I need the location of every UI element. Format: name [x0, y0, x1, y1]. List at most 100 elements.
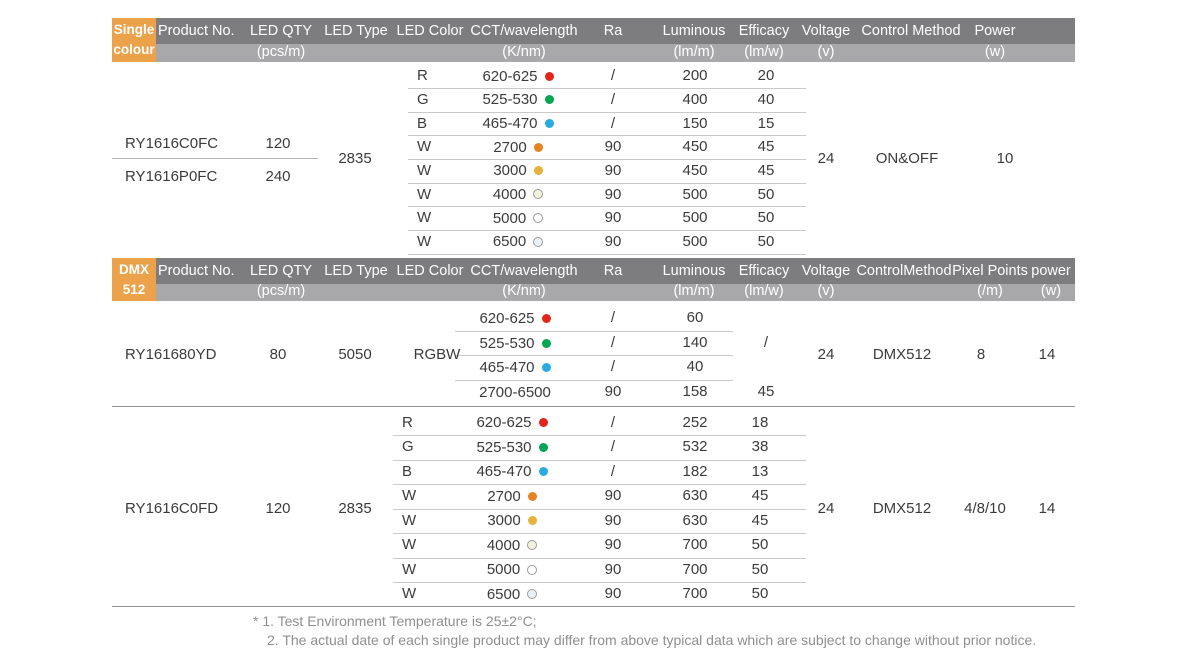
header-voltage-unit: (v): [817, 283, 835, 299]
cct-value: 4000: [492, 185, 527, 203]
cct-cell: 620-625: [445, 306, 585, 331]
ra-value: 90: [604, 487, 622, 504]
efficacy-value: 50: [757, 232, 775, 250]
header-luminous: Luminous: [662, 23, 726, 39]
cct-value: 3000: [493, 162, 527, 180]
header-cct-wavelength-unit: (K/nm): [502, 283, 546, 299]
cct-cell: 465-470: [442, 460, 582, 485]
luminous-value: 500: [682, 185, 708, 203]
header-pixel-points-unit: (/m): [977, 283, 1003, 299]
led-color-value: W: [402, 511, 417, 529]
red-dot-icon: [538, 418, 548, 428]
luminous-value: 40: [686, 358, 704, 376]
cct-cell: 620-625: [448, 64, 588, 88]
ra-value: 90: [604, 232, 622, 250]
header-power-unit: (w): [1040, 283, 1062, 299]
ra-value: 90: [604, 536, 622, 553]
footnote-line-2: 2. The actual date of each single produc…: [267, 632, 1037, 648]
led-qty-value: 240: [265, 167, 291, 185]
efficacy-value: 18: [751, 413, 769, 431]
luminous-value: 532: [682, 438, 708, 455]
led-type-value: 2835: [338, 499, 372, 517]
green-dot-icon: [544, 95, 554, 105]
cct-cell: 2700: [448, 135, 588, 159]
header-band-light: [112, 284, 1075, 301]
row-separator: [408, 111, 806, 113]
efficacy-value: 38: [751, 438, 769, 455]
efficacy-value: 45: [757, 138, 775, 156]
amber-dot-icon: [527, 516, 537, 526]
ra-value: /: [610, 90, 616, 108]
row-separator: [408, 182, 806, 184]
row-separator: [408, 206, 806, 208]
power-value: 14: [1038, 346, 1056, 363]
row-separator: [393, 435, 806, 436]
luminous-value: 630: [682, 487, 708, 504]
voltage-value: 24: [817, 346, 835, 363]
efficacy-value: 50: [751, 536, 769, 553]
table-bottom-line: [112, 606, 1075, 607]
efficacy-value: 45: [757, 161, 775, 179]
luminous-value: 252: [682, 413, 708, 431]
cct-value: 2700-6500: [479, 383, 551, 401]
cw4000-dot-icon: [533, 189, 544, 200]
led-color-value: W: [417, 185, 432, 203]
row-separator: [408, 135, 806, 137]
header-luminous-unit: (lm/m): [673, 283, 715, 299]
ra-value: /: [610, 114, 616, 132]
ra-value: 90: [604, 383, 622, 401]
control-method-value: ON&OFF: [875, 150, 939, 168]
row-separator: [393, 459, 806, 461]
header-led-qty: LED QTY: [249, 23, 313, 39]
ra-value: 90: [604, 585, 622, 602]
luminous-value: 450: [682, 138, 708, 156]
efficacy-value: 50: [751, 560, 769, 578]
efficacy-value: 20: [757, 67, 775, 85]
luminous-value: 630: [682, 511, 708, 529]
header-voltage: Voltage: [801, 263, 851, 279]
cct-cell: 465-470: [445, 355, 585, 380]
led-color-value: W: [417, 209, 432, 227]
header-product-no-: Product No.: [158, 263, 235, 279]
cct-cell: 3000: [448, 159, 588, 183]
cct-value: 620-625: [479, 309, 535, 327]
luminous-value: 500: [682, 232, 708, 250]
cct-value: 525-530: [482, 91, 538, 109]
control-method-value: DMX512: [872, 499, 932, 517]
efficacy-value: 13: [751, 462, 769, 480]
cct-cell: 2700-6500: [445, 380, 585, 405]
header-band-dark: [112, 18, 1075, 44]
row-separator: [408, 229, 806, 231]
header-band-light: [112, 44, 1075, 62]
luminous-value: 450: [682, 161, 708, 179]
cct-value: 465-470: [479, 359, 535, 377]
ra-value: /: [610, 438, 616, 455]
led-color-value: R: [402, 413, 413, 431]
product-divider: [112, 157, 318, 159]
luminous-value: 158: [682, 383, 708, 401]
row-separator: [408, 253, 806, 255]
efficacy-value: 45: [751, 487, 769, 504]
luminous-value: 700: [682, 536, 708, 553]
luminous-value: 700: [682, 585, 708, 602]
ra-value: /: [610, 67, 616, 85]
efficacy-value: 45: [751, 511, 769, 529]
cct-cell: 5000: [442, 558, 582, 583]
cct-value: 620-625: [482, 67, 538, 85]
header-control-method: Control Method: [861, 23, 961, 39]
cct-cell: 525-530: [442, 435, 582, 460]
cct-cell: 4000: [448, 183, 588, 207]
header-led-qty-unit: (pcs/m): [256, 44, 306, 60]
row-separator: [393, 508, 806, 510]
cw4000-dot-icon: [527, 540, 538, 551]
cct-cell: 465-470: [448, 112, 588, 136]
cw6500-dot-icon: [527, 589, 538, 600]
header-led-color: LED Color: [396, 23, 464, 39]
led-color-value: W: [417, 232, 432, 250]
header-efficacy-unit: (lm/w): [744, 283, 784, 299]
header-power-unit: (w): [984, 44, 1006, 60]
control-method-value: DMX512: [872, 346, 932, 363]
section-divider: [112, 405, 1075, 407]
ra-value: 90: [604, 138, 622, 156]
